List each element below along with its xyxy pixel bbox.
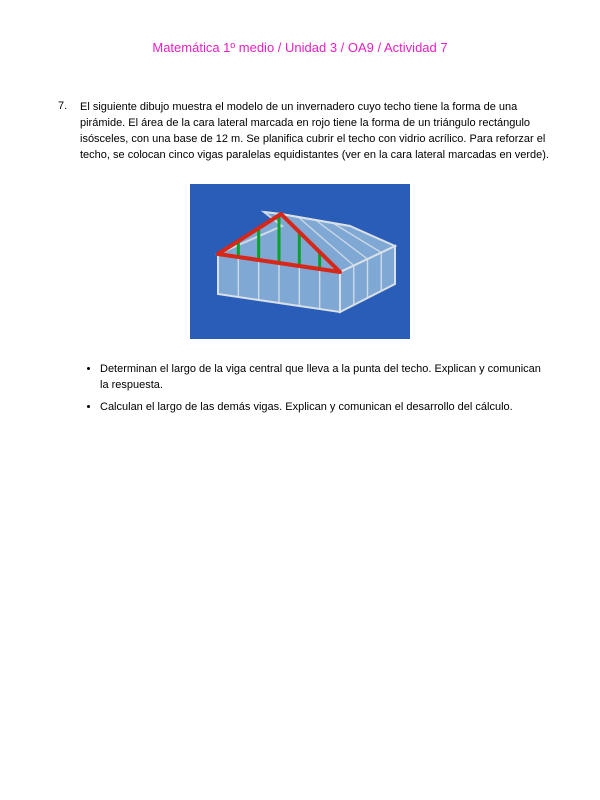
- figure-container: [50, 184, 550, 342]
- list-item: Determinan el largo de la viga central q…: [100, 362, 550, 394]
- page-title: Matemática 1º medio / Unidad 3 / OA9 / A…: [50, 40, 550, 55]
- problem-block: 7. El siguiente dibujo muestra el modelo…: [50, 100, 550, 164]
- list-item: Calculan el largo de las demás vigas. Ex…: [100, 400, 550, 416]
- problem-text: El siguiente dibujo muestra el modelo de…: [80, 100, 550, 164]
- greenhouse-figure: [190, 184, 410, 339]
- problem-number: 7.: [50, 100, 80, 164]
- question-list: Determinan el largo de la viga central q…: [50, 362, 550, 416]
